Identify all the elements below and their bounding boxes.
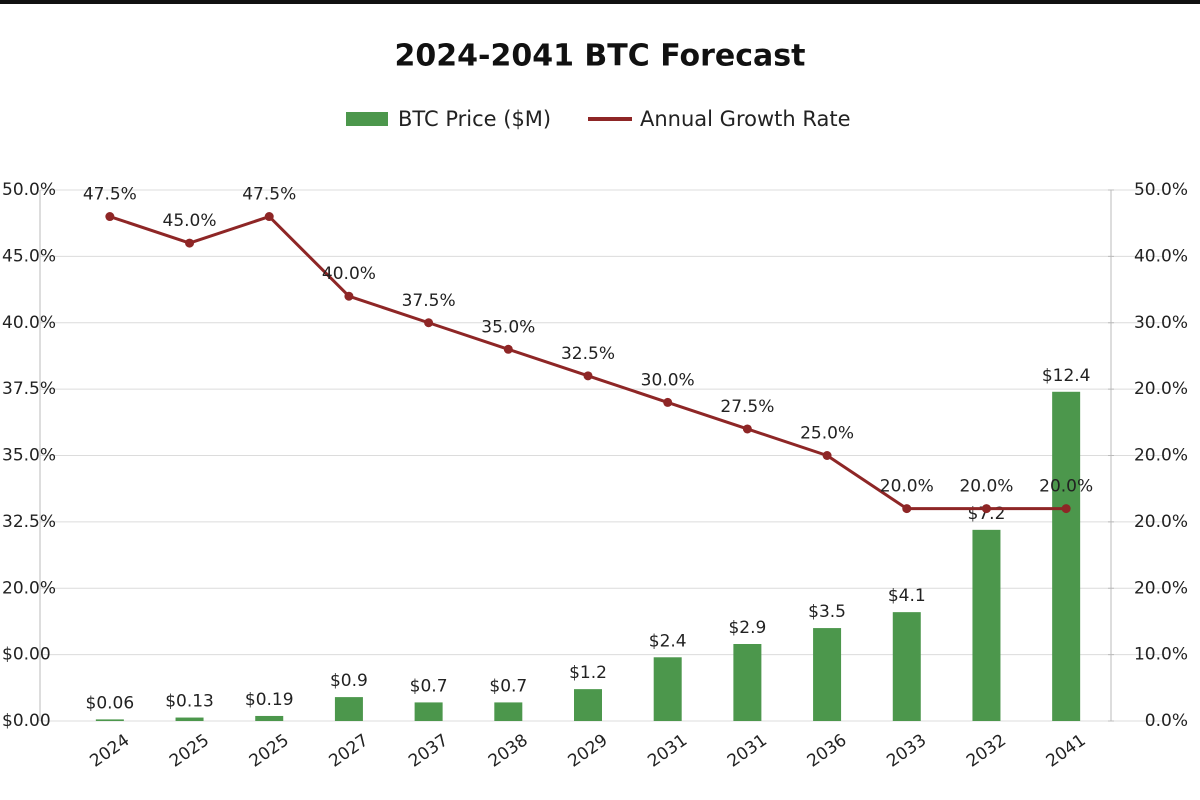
bar — [653, 657, 682, 721]
line-point — [105, 212, 115, 222]
y-tick-label: $0.00 — [2, 645, 51, 665]
x-tick-label: 2024 — [86, 730, 133, 771]
bar — [494, 702, 523, 721]
line-point — [981, 504, 991, 514]
bar — [733, 644, 762, 721]
legend-label: BTC Price ($M) — [398, 107, 551, 131]
line-point — [185, 238, 195, 248]
bar-value-label: $0.9 — [330, 671, 368, 691]
bar-value-label: $0.7 — [489, 676, 527, 696]
line-value-label: 20.0% — [1039, 477, 1093, 497]
line-point — [424, 318, 434, 328]
bar — [414, 702, 443, 721]
line-value-label: 35.0% — [481, 317, 535, 337]
y2-tick-label: 0.0% — [1145, 711, 1188, 731]
bar — [334, 697, 363, 721]
y2-tick-label: 40.0% — [1134, 246, 1188, 266]
x-tick-label: 2033 — [883, 730, 930, 771]
bar-value-label: $3.5 — [808, 602, 846, 622]
bar — [1052, 391, 1081, 721]
legend-swatch — [346, 112, 388, 126]
line-value-label: 40.0% — [322, 264, 376, 284]
bar — [255, 715, 284, 721]
line-point — [822, 451, 832, 460]
line-point — [902, 504, 912, 514]
line-value-label: 27.5% — [720, 397, 774, 417]
x-tick-label: 2036 — [804, 730, 851, 771]
line-point — [344, 291, 354, 301]
y2-tick-label: 50.0% — [1134, 180, 1188, 200]
bar-value-label: $4.1 — [888, 586, 926, 606]
line-point — [503, 344, 513, 354]
bar-value-label: $0.7 — [410, 676, 448, 696]
y2-tick-label: 20.0% — [1134, 578, 1188, 598]
line-value-label: 45.0% — [163, 211, 217, 231]
y-tick-label: 20.0% — [2, 578, 56, 598]
x-tick-label: 2038 — [485, 730, 532, 771]
x-tick-label: 2027 — [325, 730, 372, 771]
y2-tick-label: 20.0% — [1134, 512, 1188, 532]
y-tick-label: 35.0% — [2, 446, 56, 466]
line-value-label: 30.0% — [641, 370, 695, 390]
bar-value-label: $2.9 — [728, 618, 766, 638]
line-point — [583, 371, 593, 381]
line-point — [264, 212, 274, 222]
x-tick-label: 2041 — [1043, 730, 1090, 771]
bar-value-label: $2.4 — [649, 631, 687, 651]
bar — [813, 628, 842, 721]
x-tick-label: 2025 — [166, 730, 213, 771]
bar — [892, 612, 921, 721]
y2-tick-label: 20.0% — [1134, 379, 1188, 399]
bar-value-label: $1.2 — [569, 663, 607, 683]
x-tick-label: 2032 — [963, 730, 1010, 771]
bar — [175, 717, 204, 721]
bar-value-label: $0.13 — [165, 692, 214, 712]
bar-value-label: $0.19 — [245, 690, 294, 710]
top-border — [0, 0, 1200, 4]
y-tick-label: 45.0% — [2, 246, 56, 266]
y-tick-label: $0.00 — [2, 711, 51, 731]
line-point — [1061, 504, 1071, 514]
line-value-label: 20.0% — [959, 477, 1013, 497]
bar — [95, 719, 124, 721]
line-value-label: 37.5% — [402, 291, 456, 311]
y-tick-label: 37.5% — [2, 379, 56, 399]
y2-tick-label: 20.0% — [1134, 446, 1188, 466]
x-tick-label: 2029 — [565, 730, 612, 771]
y2-tick-label: 10.0% — [1134, 645, 1188, 665]
legend-label: Annual Growth Rate — [640, 107, 851, 131]
bar — [574, 689, 602, 721]
line-value-label: 25.0% — [800, 424, 854, 444]
bar-value-label: $0.06 — [86, 693, 135, 713]
y2-tick-label: 30.0% — [1134, 313, 1188, 333]
x-tick-label: 2031 — [644, 730, 691, 771]
x-tick-label: 2025 — [246, 730, 293, 771]
bar-value-label: $12.4 — [1042, 366, 1091, 386]
line-value-label: 47.5% — [83, 185, 137, 205]
y-tick-label: 32.5% — [2, 512, 56, 532]
y-tick-label: 40.0% — [2, 313, 56, 333]
line-value-label: 32.5% — [561, 344, 615, 364]
x-tick-label: 2031 — [724, 730, 771, 771]
line-value-label: 20.0% — [880, 477, 934, 497]
line-point — [742, 424, 752, 434]
chart-title: 2024-2041 BTC Forecast — [395, 39, 806, 74]
x-tick-label: 2037 — [405, 730, 452, 771]
line-value-label: 47.5% — [242, 185, 296, 205]
line-point — [663, 397, 673, 407]
y-tick-label: 50.0% — [2, 180, 56, 200]
bar — [972, 529, 1001, 721]
